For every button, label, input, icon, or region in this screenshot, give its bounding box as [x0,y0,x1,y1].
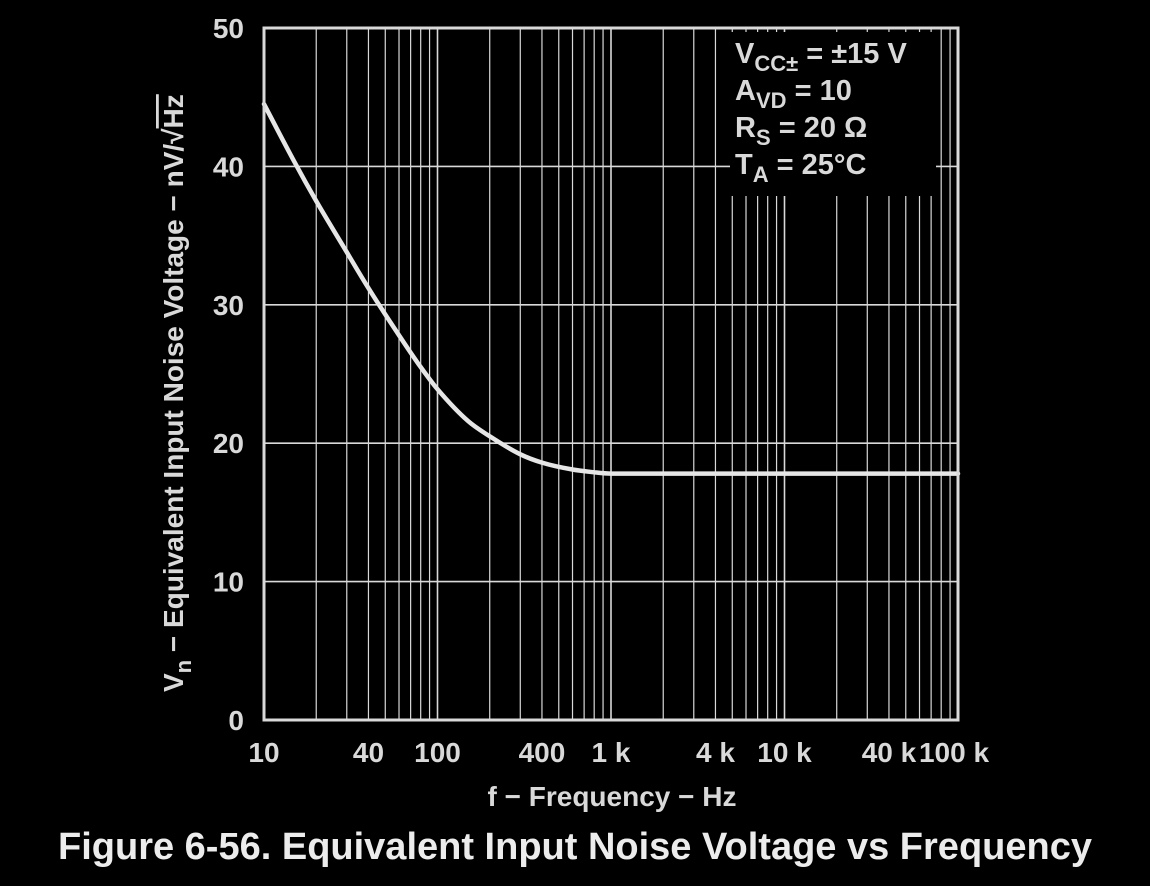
x-tick-label: 100 [414,737,461,768]
y-tick-label: 10 [213,567,244,598]
conditions-box [730,32,936,196]
x-tick-label: 40 k [862,737,917,768]
plot-frame [262,26,960,722]
x-tick-labels: 10 40 100 400 1 k 4 k 10 k 40 k 100 k [248,737,989,768]
y-tick-label: 30 [213,290,244,321]
figure-caption: Figure 6-56. Equivalent Input Noise Volt… [58,826,1092,868]
x-tick-label: 40 [353,737,384,768]
condition-line: TA = 25°C [735,149,867,187]
x-tick-label: 4 k [696,737,735,768]
y-tick-label: 50 [213,13,244,44]
x-tick-label: 10 k [757,737,812,768]
noise-curve-layer [261,101,961,476]
x-tick-label: 1 k [592,737,631,768]
y-axis-label: Vn − Equivalent Input Noise Voltage − nV… [158,94,196,692]
y-tick-label: 40 [213,151,244,182]
x-tick-label: 400 [519,737,566,768]
x-tick-label: 100 k [919,737,989,768]
y-tick-labels: 0 10 20 30 40 50 [213,13,244,736]
condition-line: VCC± = ±15 V [735,38,907,76]
x-tick-label: 10 [248,737,279,768]
y-tick-label: 20 [213,428,244,459]
x-axis-label: f − Frequency − Hz [488,781,737,812]
condition-line: AVD = 10 [735,75,852,113]
y-tick-label: 0 [228,705,244,736]
y-axis-label-text: Vn − Equivalent Input Noise Voltage − nV… [158,94,196,692]
noise-curve [261,101,961,476]
condition-line: RS = 20 Ω [735,112,867,150]
